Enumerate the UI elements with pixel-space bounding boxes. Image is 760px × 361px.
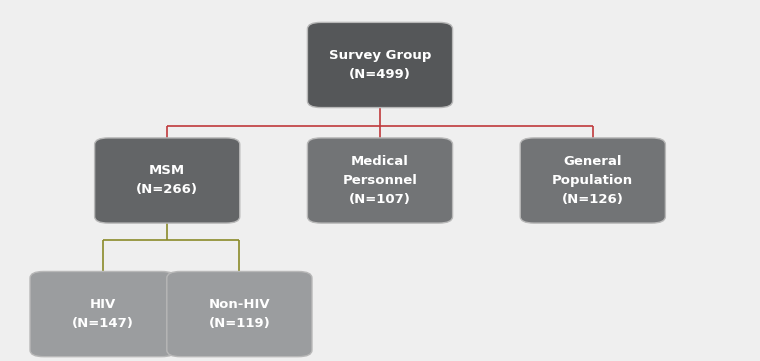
FancyBboxPatch shape [307,22,452,108]
Text: Medical
Personnel
(N=107): Medical Personnel (N=107) [343,155,417,206]
FancyBboxPatch shape [520,138,666,223]
Text: MSM
(N=266): MSM (N=266) [136,165,198,196]
FancyBboxPatch shape [30,271,175,357]
FancyBboxPatch shape [307,138,452,223]
FancyBboxPatch shape [94,138,240,223]
Text: General
Population
(N=126): General Population (N=126) [553,155,633,206]
Text: Non-HIV
(N=119): Non-HIV (N=119) [208,298,271,330]
Text: HIV
(N=147): HIV (N=147) [71,298,134,330]
Text: Survey Group
(N=499): Survey Group (N=499) [329,49,431,81]
FancyBboxPatch shape [166,271,312,357]
